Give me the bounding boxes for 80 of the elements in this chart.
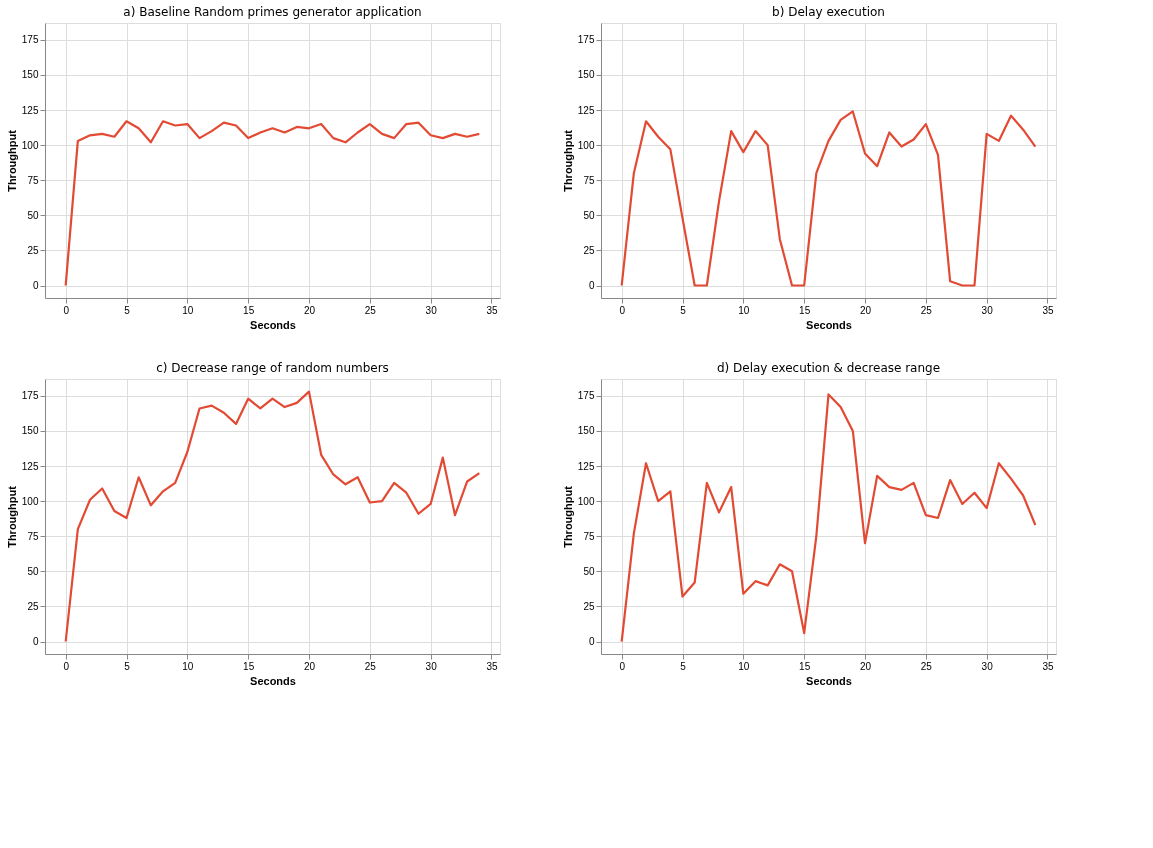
x-axis-title: Seconds bbox=[806, 674, 852, 687]
y-tick-label: 50 bbox=[27, 565, 39, 577]
y-tick-label: 125 bbox=[21, 460, 39, 472]
y-tick-label: 150 bbox=[577, 425, 595, 437]
x-axis-title: Seconds bbox=[250, 318, 296, 331]
x-tick-label: 10 bbox=[738, 660, 750, 672]
chart-title: b) Delay execution bbox=[772, 5, 885, 19]
y-tick-label: 150 bbox=[21, 425, 39, 437]
x-tick-label: 35 bbox=[486, 304, 498, 316]
y-tick-label: 175 bbox=[21, 34, 39, 46]
y-tick-label: 0 bbox=[588, 280, 595, 292]
x-tick-label: 15 bbox=[243, 660, 255, 672]
line-series bbox=[620, 393, 1037, 643]
x-tick-label: 15 bbox=[243, 304, 255, 316]
y-axis-title: Throughput bbox=[561, 129, 574, 192]
y-tick-label: 75 bbox=[27, 174, 39, 186]
y-tick-label: 125 bbox=[577, 460, 595, 472]
x-axis-title: Seconds bbox=[806, 318, 852, 331]
x-tick-label: 25 bbox=[920, 660, 933, 672]
x-tick-label: 35 bbox=[1042, 660, 1054, 672]
y-axis-title: Throughput bbox=[5, 485, 18, 548]
x-tick-label: 20 bbox=[859, 660, 872, 672]
y-tick-label: 100 bbox=[577, 495, 595, 507]
x-tick-label: 20 bbox=[303, 660, 316, 672]
x-tick-label: 15 bbox=[799, 304, 811, 316]
y-tick-label: 175 bbox=[21, 390, 39, 402]
y-tick-label: 75 bbox=[27, 530, 39, 542]
chart-title: a) Baseline Random primes generator application bbox=[123, 5, 422, 19]
x-tick-label: 30 bbox=[425, 304, 438, 316]
y-tick-label: 125 bbox=[577, 104, 595, 116]
y-tick-label: 175 bbox=[577, 390, 595, 402]
x-tick-label: 10 bbox=[182, 304, 194, 316]
y-tick-label: 175 bbox=[577, 34, 595, 46]
x-tick-label: 15 bbox=[799, 660, 811, 672]
y-tick-label: 0 bbox=[588, 636, 595, 648]
x-tick-label: 30 bbox=[981, 660, 994, 672]
chart-title: d) Delay execution & decrease range bbox=[716, 361, 941, 375]
y-axis-title: Throughput bbox=[561, 485, 574, 548]
x-tick-label: 35 bbox=[486, 660, 498, 672]
x-tick-label: 35 bbox=[1042, 304, 1054, 316]
chart-title: c) Decrease range of random numbers bbox=[156, 361, 389, 375]
x-tick-label: 5 bbox=[124, 304, 131, 316]
y-tick-label: 150 bbox=[577, 69, 595, 81]
x-tick-label: 25 bbox=[364, 304, 377, 316]
y-tick-label: 0 bbox=[32, 280, 39, 292]
x-tick-label: 0 bbox=[63, 304, 70, 316]
y-tick-label: 100 bbox=[21, 139, 39, 151]
x-tick-label: 10 bbox=[738, 304, 750, 316]
x-tick-label: 0 bbox=[619, 304, 626, 316]
y-tick-label: 150 bbox=[21, 69, 39, 81]
line-series bbox=[64, 390, 481, 643]
y-tick-label: 100 bbox=[21, 495, 39, 507]
x-tick-label: 25 bbox=[364, 660, 377, 672]
y-tick-label: 100 bbox=[577, 139, 595, 151]
x-axis-title: Seconds bbox=[250, 674, 296, 687]
y-tick-label: 25 bbox=[27, 244, 39, 256]
y-tick-label: 25 bbox=[583, 600, 595, 612]
y-tick-label: 75 bbox=[583, 530, 595, 542]
y-axis-title: Throughput bbox=[5, 129, 18, 192]
x-tick-label: 5 bbox=[680, 660, 687, 672]
x-tick-label: 5 bbox=[124, 660, 131, 672]
y-tick-label: 75 bbox=[583, 174, 595, 186]
x-tick-label: 5 bbox=[680, 304, 687, 316]
x-tick-label: 20 bbox=[303, 304, 316, 316]
x-tick-label: 25 bbox=[920, 304, 933, 316]
y-tick-label: 50 bbox=[27, 209, 39, 221]
line-series bbox=[64, 120, 481, 287]
y-tick-label: 25 bbox=[583, 244, 595, 256]
y-tick-label: 25 bbox=[27, 600, 39, 612]
x-tick-label: 30 bbox=[981, 304, 994, 316]
x-tick-label: 20 bbox=[859, 304, 872, 316]
y-tick-label: 50 bbox=[583, 565, 595, 577]
line-series bbox=[620, 110, 1037, 287]
x-tick-label: 0 bbox=[619, 660, 626, 672]
x-tick-label: 10 bbox=[182, 660, 194, 672]
y-tick-label: 125 bbox=[21, 104, 39, 116]
x-tick-label: 30 bbox=[425, 660, 438, 672]
x-tick-label: 0 bbox=[63, 660, 70, 672]
y-tick-label: 0 bbox=[32, 636, 39, 648]
y-tick-label: 50 bbox=[583, 209, 595, 221]
